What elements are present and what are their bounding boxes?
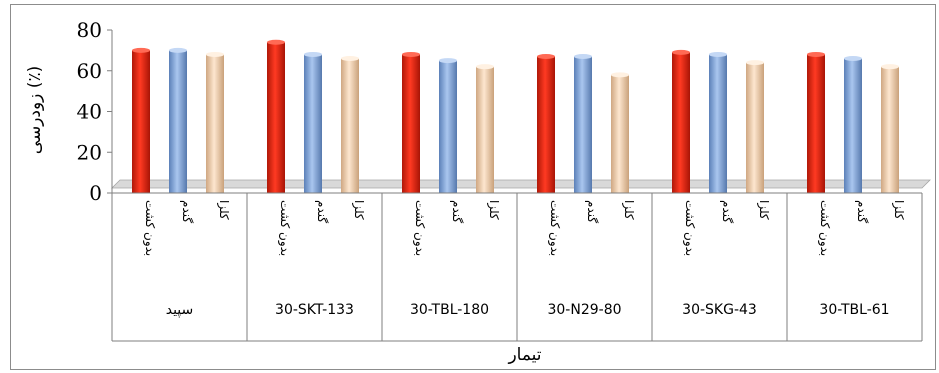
y-tick-label: 80: [77, 18, 102, 42]
bar-top: [206, 51, 224, 57]
category-label: کلزا: [351, 200, 366, 220]
category-label: بدون کشت: [142, 200, 157, 256]
group-label: 30-N29-80: [547, 302, 621, 318]
category-label: گندم: [585, 200, 599, 223]
category-label: کلزا: [216, 200, 231, 220]
bar-top: [341, 56, 359, 62]
bars: [132, 39, 899, 194]
category-label: گندم: [720, 200, 734, 223]
category-label: گندم: [315, 200, 329, 223]
group-label: 30-SKT-133: [275, 302, 354, 318]
category-label: گندم: [855, 200, 869, 223]
bar: [746, 62, 764, 193]
bar-top: [267, 39, 285, 45]
group-label: سپید: [166, 302, 194, 318]
bar: [304, 54, 322, 194]
bar-top: [402, 51, 420, 57]
bar: [341, 58, 359, 194]
bar-top: [169, 47, 187, 53]
category-label: گندم: [450, 200, 464, 223]
bar-top: [807, 51, 825, 57]
bar-top: [844, 56, 862, 62]
category-label: بدون کشت: [412, 200, 427, 256]
bar: [439, 60, 457, 193]
y-axis-ticks: 0 20 40 60 80: [77, 18, 112, 205]
bar: [476, 66, 494, 193]
bar-top: [672, 49, 690, 55]
group-label: 30-TBL-61: [819, 302, 889, 318]
bar: [537, 56, 555, 193]
category-label: کلزا: [891, 200, 906, 220]
group-label: 30-SKG-43: [682, 302, 757, 318]
bar: [709, 54, 727, 194]
bar: [169, 50, 187, 193]
bar-top: [881, 64, 899, 70]
category-label: کلزا: [621, 200, 636, 220]
y-tick-label: 40: [77, 100, 102, 124]
bar-top: [709, 51, 727, 57]
bar-top: [574, 53, 592, 59]
y-tick-label: 60: [77, 59, 102, 83]
bar: [267, 42, 285, 193]
category-label: بدون کشت: [277, 200, 292, 256]
group-labels: سپید 30-SKT-133 30-TBL-180 30-N29-80 30-SKG-…: [166, 302, 890, 318]
bar-top: [537, 53, 555, 59]
y-axis-title: زودرسی (٪): [25, 66, 45, 154]
bar-top: [611, 72, 629, 78]
chart-frame: [10, 4, 936, 370]
category-label: گندم: [180, 200, 194, 223]
category-label: کلزا: [756, 200, 771, 220]
bar: [574, 56, 592, 193]
bar-top: [132, 47, 150, 53]
bar: [402, 54, 420, 194]
category-labels: بدون کشت گندم کلزا بدون کشت گندم کلزا بدون کشت…: [142, 200, 906, 256]
bar: [672, 52, 690, 193]
bar: [807, 54, 825, 194]
group-separators: [111, 192, 923, 342]
bar-top: [304, 51, 322, 57]
y-tick-label: 20: [77, 140, 102, 164]
bar: [611, 74, 629, 193]
bar: [206, 54, 224, 194]
bar-top: [476, 64, 494, 70]
group-label: 30-TBL-180: [410, 302, 489, 318]
bar-top: [746, 60, 764, 66]
bar-top: [439, 58, 457, 64]
bar: [844, 58, 862, 194]
bar: [132, 50, 150, 193]
bar: [881, 66, 899, 193]
category-label: کلزا: [486, 200, 501, 220]
y-tick-label: 0: [89, 181, 102, 205]
x-axis-title: تیمار: [507, 345, 541, 365]
category-label: بدون کشت: [547, 200, 562, 256]
category-label: بدون کشت: [682, 200, 697, 256]
category-label: بدون کشت: [817, 200, 832, 256]
